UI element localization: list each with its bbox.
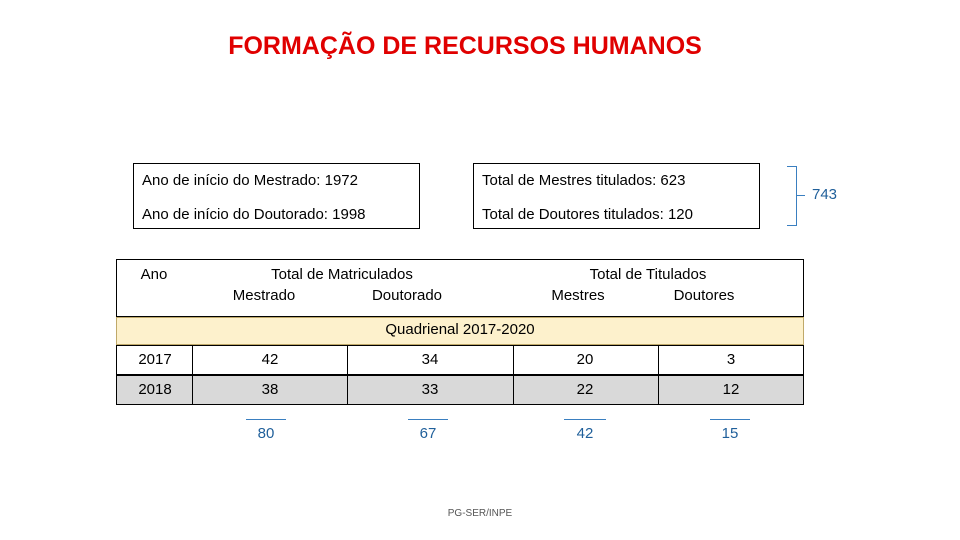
graduates-total-box: Total de Mestres titulados: 623 Total de…: [473, 163, 760, 229]
header-mestrado: Mestrado: [232, 287, 296, 304]
cell-mat-mestrado: 42: [261, 351, 279, 368]
header-titulados: Total de Titulados: [589, 266, 707, 283]
cell-tit-mestres: 22: [576, 381, 594, 398]
header-ano: Ano: [140, 266, 168, 283]
header-doutores: Doutores: [673, 287, 735, 304]
col-divider: [192, 345, 193, 405]
cell-ano: 2017: [138, 351, 172, 368]
footer-source: PG-SER/INPE: [447, 508, 513, 519]
sum-line: [710, 419, 750, 420]
col-divider: [347, 345, 348, 405]
col-divider: [658, 345, 659, 405]
program-start-box: Ano de início do Mestrado: 1972 Ano de i…: [133, 163, 420, 229]
sum-line: [246, 419, 286, 420]
cell-tit-doutores: 3: [726, 351, 736, 368]
table-row: [116, 375, 804, 405]
total-graduates-value: 743: [812, 186, 838, 203]
cell-tit-doutores: 12: [722, 381, 740, 398]
cell-mat-doutorado: 33: [421, 381, 439, 398]
header-mestres: Mestres: [551, 287, 605, 304]
cell-ano: 2018: [138, 381, 172, 398]
doutorado-start-text: Ano de início do Doutorado: 1998: [142, 206, 366, 223]
sum-mat-doutorado: 67: [419, 425, 437, 442]
period-label: Quadrienal 2017-2020: [385, 321, 535, 338]
sum-tit-doutores: 15: [721, 425, 739, 442]
table-header: [116, 259, 804, 317]
col-divider: [513, 345, 514, 405]
header-matriculados: Total de Matriculados: [271, 266, 413, 283]
cell-tit-mestres: 20: [576, 351, 594, 368]
mestrado-start-text: Ano de início do Mestrado: 1972: [142, 172, 358, 189]
brace-tick: [797, 195, 805, 196]
header-doutorado: Doutorado: [371, 287, 443, 304]
cell-mat-doutorado: 34: [421, 351, 439, 368]
cell-mat-mestrado: 38: [261, 381, 279, 398]
mestres-titulados-text: Total de Mestres titulados: 623: [482, 172, 686, 189]
table-row: [116, 345, 804, 375]
period-row: [116, 317, 804, 345]
sum-line: [408, 419, 448, 420]
sum-tit-mestres: 42: [576, 425, 594, 442]
page-title: FORMAÇÃO DE RECURSOS HUMANOS: [228, 32, 702, 60]
sum-line: [564, 419, 606, 420]
total-brace: [787, 166, 797, 226]
sum-mat-mestrado: 80: [257, 425, 275, 442]
doutores-titulados-text: Total de Doutores titulados: 120: [482, 206, 693, 223]
